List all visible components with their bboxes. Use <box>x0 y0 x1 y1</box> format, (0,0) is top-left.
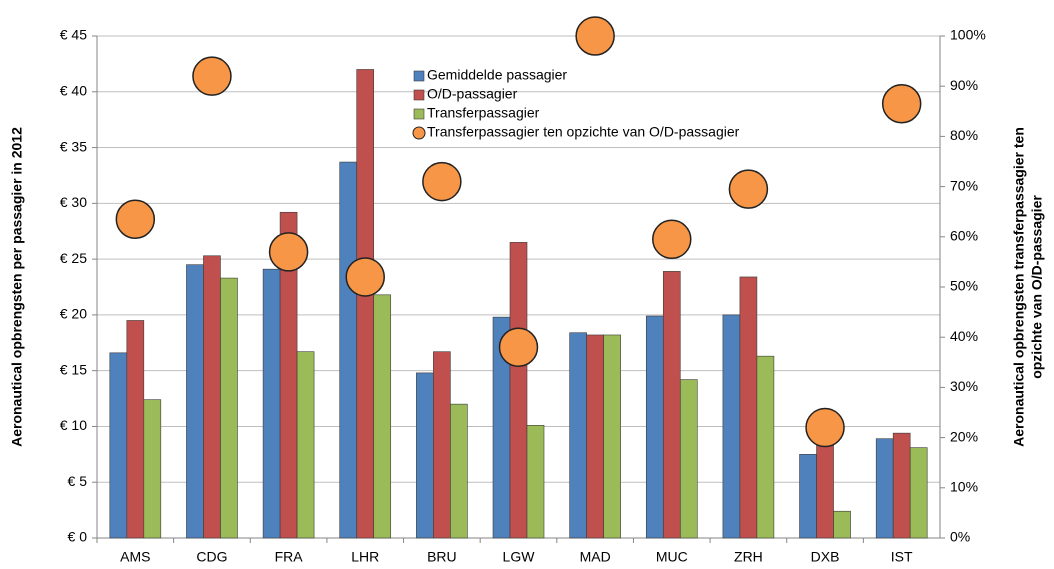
bar <box>722 314 741 539</box>
marker <box>728 169 769 209</box>
x-tick-label: AMS <box>120 549 150 565</box>
y2-tick-label: 90% <box>950 77 978 93</box>
bar <box>679 379 698 539</box>
bar <box>662 271 681 539</box>
bar <box>186 264 204 539</box>
bar <box>373 294 392 539</box>
y2-tick-label: 70% <box>950 177 978 193</box>
marker <box>498 327 539 367</box>
y2-axis-title: opzichte van O/D-passagier <box>1029 195 1045 379</box>
x-tick-label: LGW <box>503 549 536 565</box>
legend-label: Transferpassagier ten opzichte van O/D-p… <box>427 124 740 140</box>
y2-tick-label: 30% <box>950 378 978 394</box>
x-tick-label: MUC <box>656 549 688 565</box>
y2-tick-label: 20% <box>950 428 978 444</box>
legend-marker <box>412 126 426 140</box>
y-tick-label: € 15 <box>60 361 87 377</box>
legend-label: Transferpassagier <box>427 105 540 121</box>
marker <box>652 219 692 260</box>
bar <box>356 69 375 539</box>
bar <box>526 425 545 539</box>
y-tick-label: € 20 <box>60 306 87 322</box>
legend-label: Gemiddelde passagier <box>427 67 567 83</box>
bar <box>339 161 358 539</box>
y-tick-label: € 10 <box>60 417 87 433</box>
bar <box>433 351 451 539</box>
bar <box>126 320 145 539</box>
bar <box>220 277 238 539</box>
y-tick-label: € 30 <box>60 194 87 210</box>
legend-swatch <box>413 70 425 82</box>
y2-tick-label: 40% <box>950 328 978 344</box>
legend-swatch <box>413 89 425 101</box>
x-tick-label: IST <box>891 549 913 565</box>
bar <box>756 355 775 539</box>
bar <box>875 438 894 539</box>
bar <box>833 510 851 539</box>
bar <box>109 352 128 539</box>
marker <box>115 199 156 239</box>
y-tick-label: € 5 <box>68 473 88 489</box>
bar <box>645 315 664 539</box>
marker <box>575 16 615 56</box>
y2-axis-title: Aeronautical opbrengsten transferpassagi… <box>1011 127 1027 447</box>
x-tick-label: MAD <box>580 549 611 565</box>
x-tick-label: DXB <box>811 549 840 565</box>
y2-tick-label: 100% <box>950 27 986 43</box>
bar <box>569 332 587 539</box>
y2-tick-label: 50% <box>950 278 978 294</box>
y-tick-label: € 40 <box>60 82 87 98</box>
x-tick-label: LHR <box>351 549 379 565</box>
x-tick-label: CDG <box>196 549 227 565</box>
bar <box>892 432 911 539</box>
bar <box>603 334 621 539</box>
y2-tick-label: 60% <box>950 228 978 244</box>
bar <box>203 255 221 539</box>
bar <box>799 454 817 539</box>
marker <box>805 407 845 448</box>
y2-tick-label: 10% <box>950 479 978 495</box>
bar <box>416 372 434 539</box>
x-tick-label: BRU <box>427 549 457 565</box>
bar <box>739 276 758 539</box>
marker <box>422 161 462 202</box>
y-tick-label: € 45 <box>60 27 87 43</box>
y-tick-label: € 0 <box>68 529 88 545</box>
x-tick-label: ZRH <box>734 549 763 565</box>
bar <box>909 447 928 539</box>
bar <box>296 351 315 539</box>
y-tick-label: € 35 <box>60 138 87 154</box>
bar <box>143 399 162 539</box>
bar <box>816 442 834 539</box>
marker <box>345 257 385 297</box>
bar <box>509 242 528 539</box>
y2-tick-label: 0% <box>950 529 970 545</box>
y-axis-title: Aeronautical opbrengsten per passagier i… <box>9 127 25 447</box>
bar <box>262 268 281 539</box>
bar <box>450 403 468 539</box>
marker <box>192 56 232 96</box>
legend-label: O/D-passagier <box>427 86 518 102</box>
marker <box>268 232 309 272</box>
y-tick-label: € 25 <box>60 250 87 266</box>
bar <box>586 334 604 539</box>
x-tick-label: FRA <box>275 549 304 565</box>
y2-tick-label: 80% <box>950 127 978 143</box>
legend-swatch <box>413 108 425 120</box>
marker <box>881 84 922 124</box>
